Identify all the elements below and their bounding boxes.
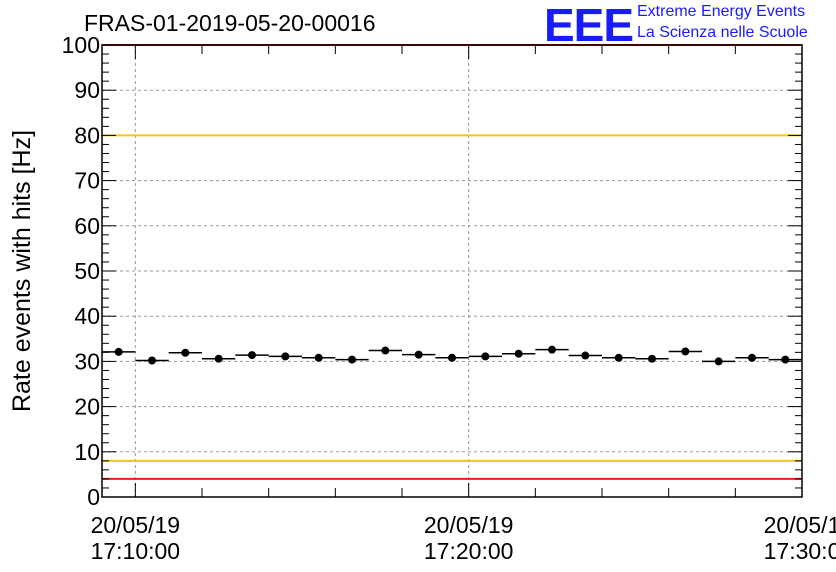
y-tick-label: 10 xyxy=(74,439,100,465)
y-tick-label: 70 xyxy=(74,168,100,194)
data-point xyxy=(448,353,456,362)
eee-logo: EEE xyxy=(544,0,634,51)
data-point xyxy=(114,347,123,356)
run-id-title: FRAS-01-2019-05-20-00016 xyxy=(84,10,376,36)
x-tick-time-label: 17:30:0 xyxy=(764,538,836,564)
y-tick-label: 40 xyxy=(74,303,100,329)
data-point xyxy=(648,354,656,363)
y-tick-label: 20 xyxy=(74,394,100,420)
data-point xyxy=(714,357,723,366)
y-tick-label: 50 xyxy=(74,258,100,284)
y-tick-label: 100 xyxy=(62,32,100,58)
logo-subtitle-1: Extreme Energy Events xyxy=(637,3,806,20)
x-tick-date-label: 20/05/19 xyxy=(424,512,514,538)
data-point xyxy=(681,347,690,356)
data-point xyxy=(614,353,623,362)
data-point xyxy=(148,356,156,365)
y-tick-label: 30 xyxy=(74,348,100,374)
y-tick-label: 80 xyxy=(74,122,100,148)
data-point xyxy=(414,350,423,359)
data-point xyxy=(548,345,556,354)
data-point xyxy=(481,352,490,361)
x-tick-time-label: 17:20:00 xyxy=(424,538,514,564)
data-point xyxy=(581,351,590,360)
x-tick-date-label: 20/05/1 xyxy=(764,512,836,538)
data-point xyxy=(248,351,256,360)
y-tick-label: 90 xyxy=(74,77,100,103)
data-point xyxy=(281,352,290,361)
x-tick-time-label: 17:10:00 xyxy=(91,538,181,564)
data-point xyxy=(348,355,356,364)
data-point xyxy=(748,353,756,362)
data-point xyxy=(181,348,190,357)
y-tick-label: 0 xyxy=(87,484,100,510)
y-axis-label: Rate events with hits [Hz] xyxy=(8,130,36,412)
data-point xyxy=(314,353,323,362)
data-point xyxy=(381,346,390,355)
x-tick-date-label: 20/05/19 xyxy=(91,512,181,538)
logo-subtitle-2: La Scienza nelle Scuole xyxy=(637,24,808,41)
data-point xyxy=(781,355,790,364)
y-tick-label: 60 xyxy=(74,213,100,239)
data-point xyxy=(214,354,223,363)
data-point xyxy=(514,349,523,358)
